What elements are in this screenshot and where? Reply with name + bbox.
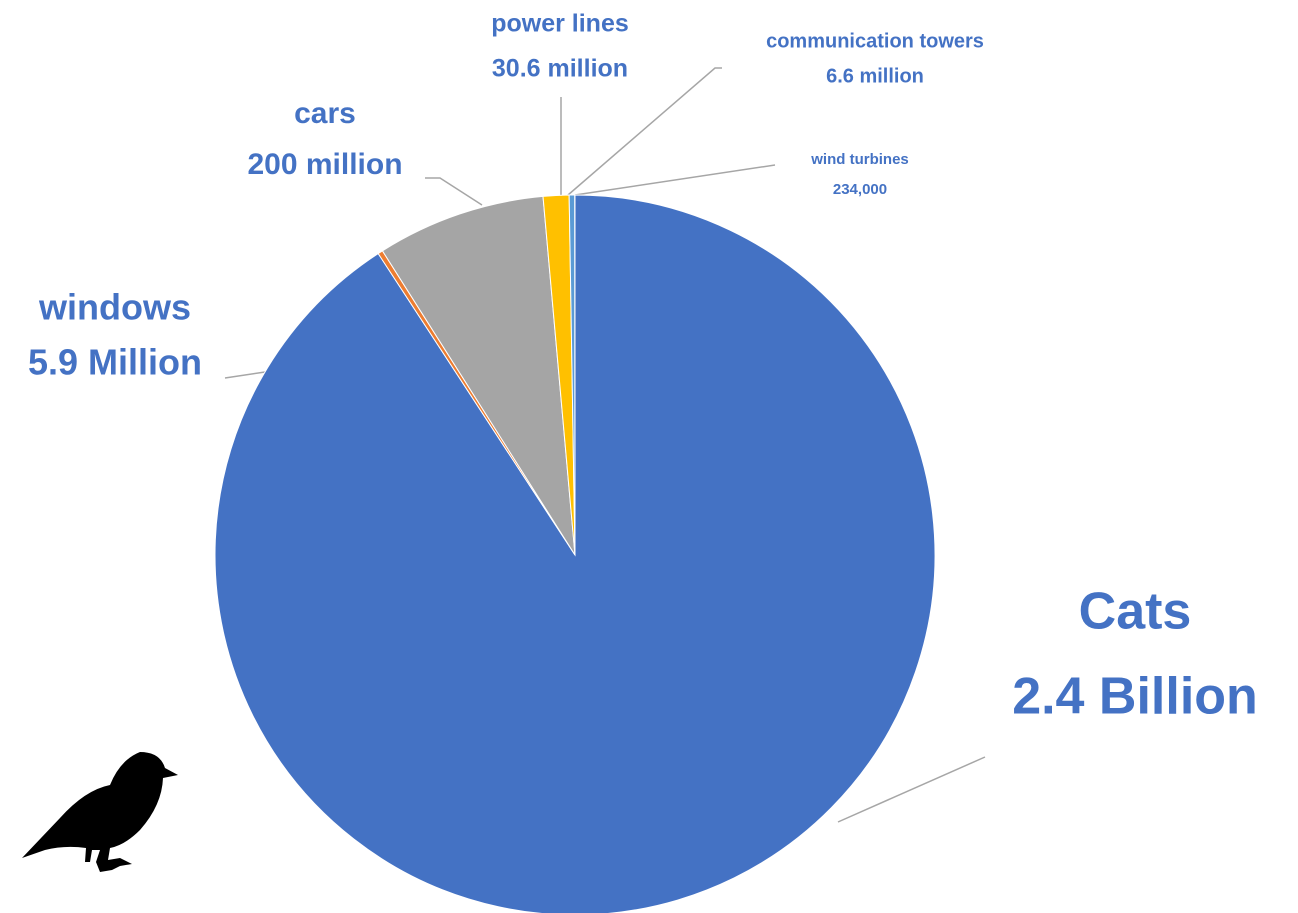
slice-name: communication towers xyxy=(766,30,984,52)
leader-line xyxy=(567,67,722,196)
pie xyxy=(214,194,936,913)
slice-name: cars xyxy=(294,97,356,130)
leader-lines xyxy=(224,67,986,823)
slice-value-label: 30.6 million xyxy=(492,55,628,83)
leader-line xyxy=(224,371,266,379)
slice-value-label: 5.9 Million xyxy=(28,342,202,383)
slice-value-label: 6.6 million xyxy=(826,65,924,87)
leader-line xyxy=(425,177,483,206)
slice-name: power lines xyxy=(491,10,629,38)
slice-name: wind turbines xyxy=(810,151,909,168)
data-labels: Cats 2.4 Billion windows 5.9 Million cars 200… xyxy=(28,10,1258,726)
slice-value-label: 2.4 Billion xyxy=(1012,668,1258,726)
slice-value-label: 234,000 xyxy=(833,181,887,198)
leader-line xyxy=(574,164,776,196)
slice-name: Cats xyxy=(1079,583,1192,641)
bird-icon xyxy=(22,752,178,872)
slice-value-label: 200 million xyxy=(247,148,402,181)
leader-line xyxy=(837,756,986,823)
pie-slice xyxy=(381,195,576,556)
slice-name: windows xyxy=(38,287,191,328)
